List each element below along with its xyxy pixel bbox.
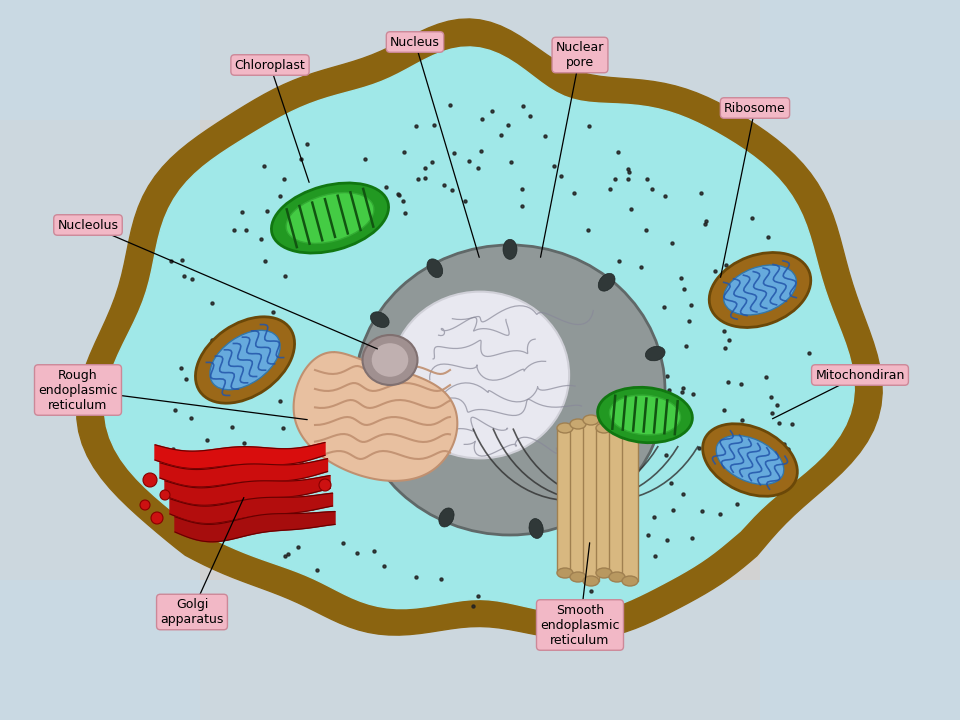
Text: Mitochondiran: Mitochondiran [815,369,904,382]
Ellipse shape [557,568,573,578]
Ellipse shape [709,253,811,328]
Bar [0,0,960,120]
Ellipse shape [609,572,625,582]
Text: Nucleolus: Nucleolus [58,218,118,232]
Ellipse shape [557,423,573,433]
Polygon shape [77,19,882,639]
Polygon shape [160,459,327,487]
Bar [760,0,960,720]
Text: Nucleus: Nucleus [390,35,440,48]
Bar [596,428,612,573]
Bar [622,420,638,581]
Text: Golgi
apparatus: Golgi apparatus [160,598,224,626]
Ellipse shape [583,415,599,425]
Ellipse shape [503,239,517,259]
Ellipse shape [391,292,569,459]
Text: Nuclear
pore: Nuclear pore [556,41,604,69]
Text: Chloroplast: Chloroplast [234,58,305,71]
Bar [609,424,625,577]
Ellipse shape [196,317,295,403]
Circle shape [140,500,150,510]
Ellipse shape [272,183,389,253]
Ellipse shape [570,572,586,582]
Ellipse shape [529,518,543,539]
Ellipse shape [377,462,396,479]
Bar [583,420,599,581]
Ellipse shape [622,415,638,425]
Text: Rough
endoplasmic
reticulum: Rough endoplasmic reticulum [38,369,118,412]
Bar [557,428,573,573]
Ellipse shape [371,312,389,328]
Bar [0,0,200,720]
Polygon shape [165,476,330,505]
Circle shape [160,490,170,500]
Circle shape [143,473,157,487]
Ellipse shape [609,419,625,429]
Ellipse shape [439,508,454,527]
Ellipse shape [286,192,373,243]
Circle shape [319,479,331,491]
Ellipse shape [210,330,280,390]
Bar [0,580,960,720]
Ellipse shape [570,419,586,429]
Ellipse shape [363,335,418,385]
Circle shape [151,512,163,524]
Text: Smooth
endoplasmic
reticulum: Smooth endoplasmic reticulum [540,603,620,647]
Polygon shape [105,47,854,613]
Text: Ribosome: Ribosome [724,102,786,114]
Ellipse shape [716,436,783,485]
Polygon shape [155,443,325,469]
Ellipse shape [622,576,638,586]
Ellipse shape [610,395,681,435]
Ellipse shape [598,387,692,443]
Polygon shape [170,493,332,523]
Ellipse shape [355,245,665,535]
Ellipse shape [583,576,599,586]
Ellipse shape [608,481,625,498]
Ellipse shape [724,265,797,315]
Ellipse shape [645,419,665,433]
Ellipse shape [427,259,443,277]
Ellipse shape [371,343,409,377]
Ellipse shape [703,424,798,496]
Bar [570,424,586,577]
Ellipse shape [598,274,615,291]
Ellipse shape [596,423,612,433]
Ellipse shape [350,395,371,409]
Ellipse shape [596,568,612,578]
Polygon shape [175,512,335,541]
Ellipse shape [645,346,665,361]
Polygon shape [294,352,457,481]
